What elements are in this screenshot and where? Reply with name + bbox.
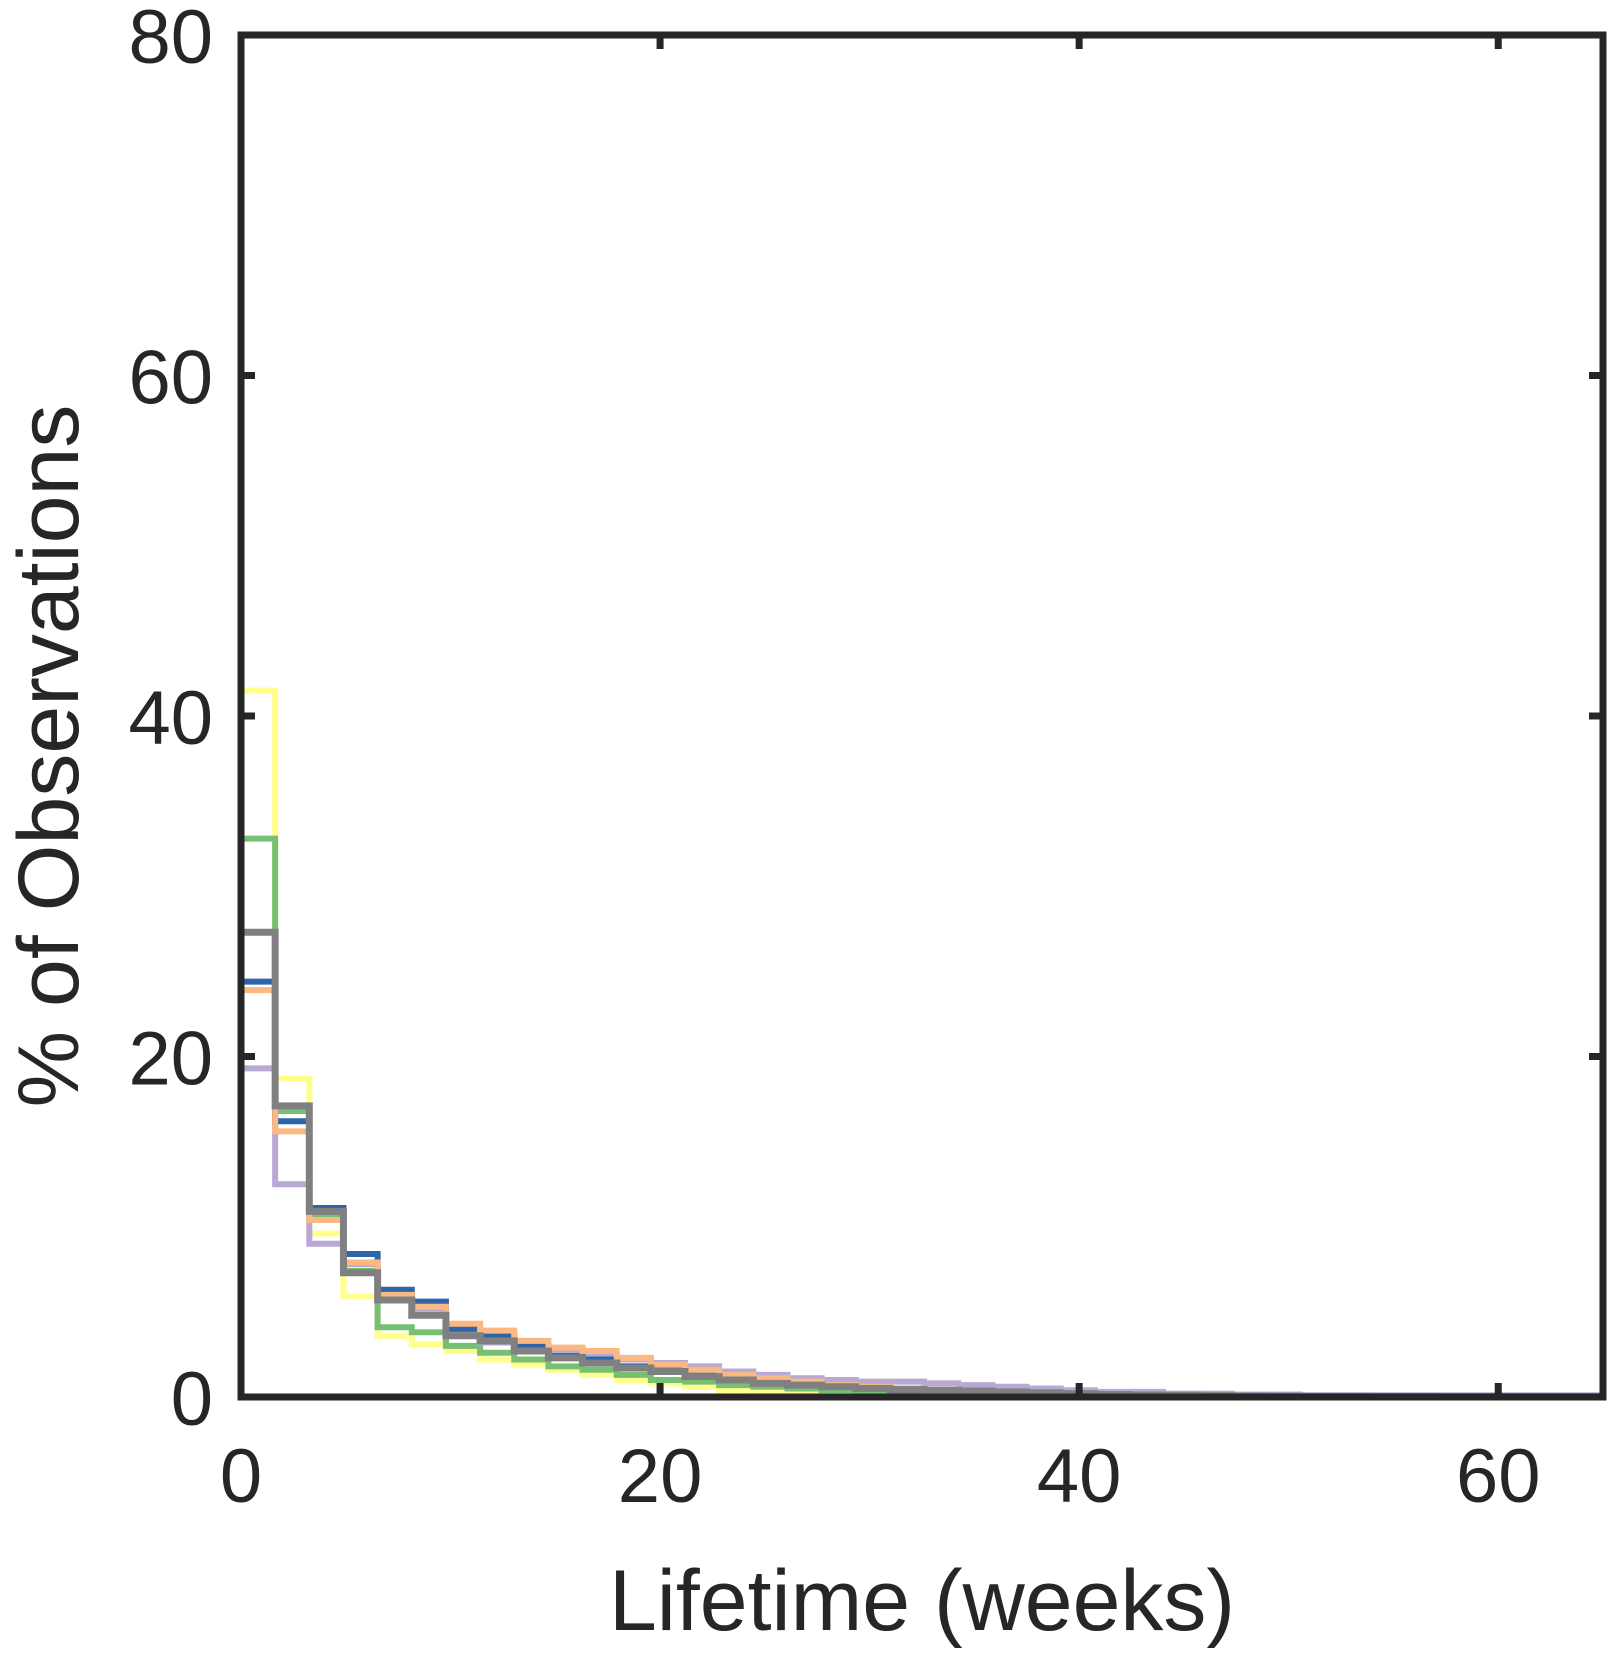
x-tick-label: 20: [618, 1434, 703, 1519]
x-axis-title: Lifetime (weeks): [609, 1553, 1235, 1649]
y-tick-label: 80: [128, 0, 213, 80]
plot-frame: [237, 31, 1607, 1401]
y-axis-title: % of Observations: [1, 405, 97, 1108]
y-tick-label: 0: [171, 1357, 213, 1442]
x-tick-label: 0: [220, 1434, 262, 1519]
ticks-layer: [237, 31, 1603, 1401]
series-line-6: [241, 928, 1603, 1401]
x-tick-label: 60: [1456, 1434, 1541, 1519]
y-tick-label: 60: [128, 336, 213, 421]
x-tick-label: 40: [1037, 1434, 1122, 1519]
series-line-1: [241, 687, 1603, 1400]
labels-layer: 0 20 40 60 0 20 40 60 80: [128, 0, 1540, 1519]
y-tick-label: 40: [128, 676, 213, 761]
series-layer: [241, 687, 1603, 1401]
y-tick-label: 20: [128, 1017, 213, 1102]
